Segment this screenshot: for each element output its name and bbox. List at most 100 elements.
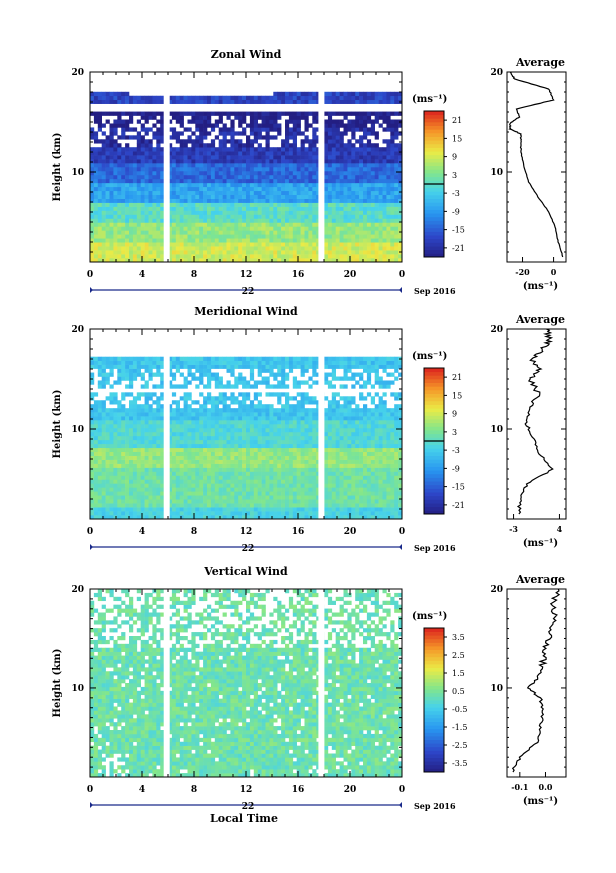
x-tick-label: 8 bbox=[191, 527, 197, 537]
colorbar-tick-label: -3 bbox=[452, 189, 460, 198]
profile-x-tick-label: -3 bbox=[509, 524, 518, 534]
colorbar-tick-label: 9 bbox=[452, 410, 457, 419]
x-axis: 0 4 8 12 16 20 0 bbox=[87, 329, 405, 537]
data-gap bbox=[163, 329, 170, 519]
colorbar-tick-label: 15 bbox=[452, 134, 462, 143]
profile-line bbox=[508, 71, 564, 258]
colorbar-tick-label: 21 bbox=[452, 373, 462, 382]
data-gap bbox=[318, 72, 325, 262]
x-tick-label: 16 bbox=[292, 527, 305, 537]
colorbar-tick-label: -21 bbox=[452, 244, 465, 253]
colorbar-tick-label: -9 bbox=[452, 207, 460, 216]
x-axis: 0 4 8 12 16 20 0 bbox=[87, 72, 405, 280]
data-gap bbox=[318, 589, 325, 777]
profile-line bbox=[511, 588, 561, 773]
data-gap bbox=[163, 589, 170, 777]
colorbar: (ms⁻¹) 21 15 9 3 -3 -9 -15 -21 bbox=[412, 94, 465, 258]
profile-title: Average bbox=[515, 56, 565, 69]
y-axis-label: Height (km) bbox=[52, 133, 63, 202]
colorbar-tick-label: -2.5 bbox=[452, 741, 467, 750]
panel-title: Vertical Wind bbox=[203, 565, 288, 578]
colorbar-tick-label: 9 bbox=[452, 153, 457, 162]
y-tick-label: 20 bbox=[71, 585, 84, 595]
profile-x-tick-label: 0 bbox=[551, 267, 557, 277]
x-tick-label: 20 bbox=[344, 785, 357, 795]
x-tick-label: 20 bbox=[344, 527, 357, 537]
day-label: 22 bbox=[242, 544, 255, 554]
profile-x-tick-label: 0.0 bbox=[539, 782, 553, 792]
data-gap bbox=[318, 329, 325, 519]
colorbar-unit: (ms⁻¹) bbox=[412, 351, 447, 362]
average-profile: Average 20 10 -20 0 (ms⁻¹) bbox=[490, 56, 567, 292]
y-tick-label: 20 bbox=[71, 325, 84, 335]
x-tick-label: 4 bbox=[139, 785, 145, 795]
profile-title: Average bbox=[515, 313, 565, 326]
x-tick-label: 12 bbox=[240, 785, 253, 795]
colorbar-tick-label: 21 bbox=[452, 116, 462, 125]
panel-title: Zonal Wind bbox=[211, 48, 282, 61]
profile-y-tick-label: 10 bbox=[490, 684, 503, 694]
x-axis: 0 4 8 12 16 20 0 bbox=[87, 589, 405, 795]
average-profile: Average 20 10 -0.1 0.0 (ms⁻¹) bbox=[490, 573, 567, 807]
profile-y-tick-label: 20 bbox=[490, 68, 503, 78]
colorbar-unit: (ms⁻¹) bbox=[412, 611, 447, 622]
x-tick-label: 0 bbox=[87, 785, 93, 795]
colorbar-tick-label: 2.5 bbox=[452, 651, 465, 660]
y-tick-label: 10 bbox=[71, 425, 84, 435]
y-axis-label: Height (km) bbox=[52, 649, 63, 718]
profile-x-label: (ms⁻¹) bbox=[523, 538, 558, 549]
x-tick-label: 0 bbox=[399, 527, 405, 537]
colorbar-tick-label: 3 bbox=[452, 428, 457, 437]
colorbar-tick-label: -15 bbox=[452, 226, 465, 235]
profile-y-tick-label: 20 bbox=[490, 325, 503, 335]
date-label: Sep 2016 bbox=[414, 543, 456, 553]
x-tick-label: 12 bbox=[240, 527, 253, 537]
colorbar-tick-label: 3.5 bbox=[452, 633, 465, 642]
y-tick-label: 20 bbox=[71, 68, 84, 78]
x-tick-label: 0 bbox=[87, 527, 93, 537]
profile-y-tick-label: 20 bbox=[490, 585, 503, 595]
colorbar-tick-label: 1.5 bbox=[452, 669, 465, 678]
date-label: Sep 2016 bbox=[414, 801, 456, 811]
colorbar-tick-label: -1.5 bbox=[452, 723, 467, 732]
average-profile: Average 20 10 -3 4 (ms⁻¹) bbox=[490, 313, 567, 549]
colorbar-unit: (ms⁻¹) bbox=[412, 94, 447, 105]
x-tick-label: 4 bbox=[139, 527, 145, 537]
y-axis-label: Height (km) bbox=[52, 390, 63, 459]
colorbar: (ms⁻¹) 3.5 2.5 1.5 0.5 -0.5 -1.5 -2.5 -3.5 bbox=[412, 611, 467, 773]
profile-x-label: (ms⁻¹) bbox=[523, 796, 558, 807]
day-label: 22 bbox=[242, 802, 255, 812]
heatmap-field bbox=[90, 589, 403, 778]
colorbar-tick-label: 3 bbox=[452, 171, 457, 180]
x-tick-label: 8 bbox=[191, 785, 197, 795]
colorbar-tick-label: -21 bbox=[452, 501, 465, 510]
colorbar-tick-label: -0.5 bbox=[452, 705, 467, 714]
x-tick-label: 12 bbox=[240, 270, 253, 280]
x-tick-label: 0 bbox=[399, 785, 405, 795]
x-tick-label: 8 bbox=[191, 270, 197, 280]
profile-line bbox=[516, 328, 554, 515]
x-tick-label: 4 bbox=[139, 270, 145, 280]
colorbar: (ms⁻¹) 21 15 9 3 -3 -9 -15 -21 bbox=[412, 351, 465, 515]
y-tick-label: 10 bbox=[71, 684, 84, 694]
x-tick-label: 20 bbox=[344, 270, 357, 280]
colorbar-tick-label: -3.5 bbox=[452, 759, 467, 768]
colorbar-tick-label: 15 bbox=[452, 391, 462, 400]
colorbar-tick-label: -9 bbox=[452, 464, 460, 473]
colorbar-tick-label: 0.5 bbox=[452, 687, 465, 696]
colorbar-tick-label: -3 bbox=[452, 446, 460, 455]
profile-title: Average bbox=[515, 573, 565, 586]
date-label: Sep 2016 bbox=[414, 286, 456, 296]
panel-title: Meridional Wind bbox=[194, 305, 298, 318]
x-tick-label: 0 bbox=[399, 270, 405, 280]
x-tick-label: 0 bbox=[87, 270, 93, 280]
profile-x-label: (ms⁻¹) bbox=[523, 281, 558, 292]
x-tick-label: 16 bbox=[292, 785, 305, 795]
heatmap-field bbox=[90, 91, 403, 263]
